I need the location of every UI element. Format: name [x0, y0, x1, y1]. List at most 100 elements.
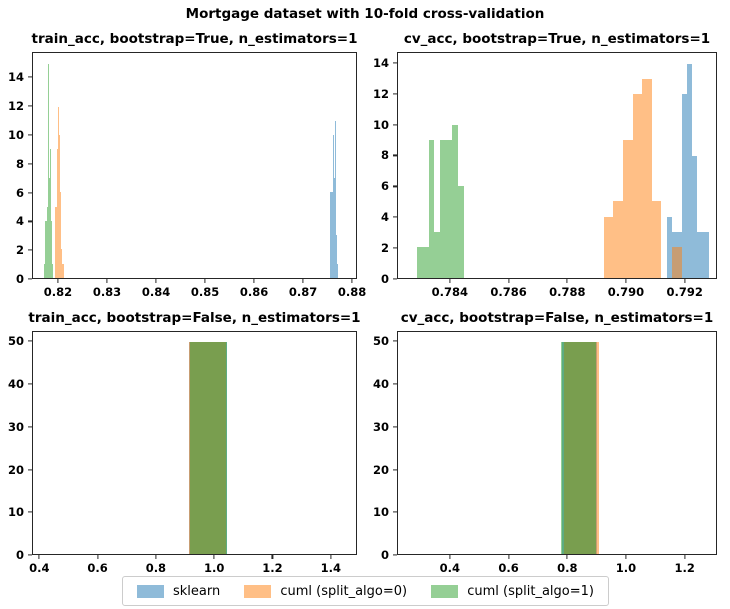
figure-title: Mortgage dataset with 10-fold cross-vali…	[185, 6, 545, 22]
y-tick-mark	[28, 554, 32, 556]
histogram-bar-sklearn	[329, 192, 331, 278]
x-tick-mark	[351, 279, 353, 283]
histogram-bar-sklearn	[692, 155, 698, 278]
x-tick-mark	[96, 555, 99, 559]
cuml-split-algo-0-color-swatch	[244, 584, 272, 598]
y-tick-mark	[28, 468, 32, 471]
histogram-bar-cuml-split-algo-1-	[51, 263, 53, 278]
subplot-title: cv_acc, bootstrap=False, n_estimators=1	[400, 310, 714, 326]
histogram-bar-cuml-split-algo-1-	[561, 342, 597, 554]
y-tick-label: 8	[380, 148, 389, 163]
x-tick-label: 0.790	[607, 285, 645, 299]
histogram-bar-cuml-split-algo-0-	[60, 249, 62, 278]
plot-area	[397, 331, 717, 555]
histogram-bar-cuml-split-algo-0-	[56, 149, 58, 278]
y-tick-mark	[28, 278, 32, 280]
histogram-bar-cuml-split-algo-0-	[54, 206, 56, 278]
x-tick-label: 0.4	[439, 561, 461, 575]
histogram-bar-cuml-split-algo-1-	[440, 140, 447, 278]
x-tick-label: 0.8	[557, 561, 578, 575]
y-tick-label: 10	[372, 505, 389, 520]
x-tick-label: 0.84	[141, 285, 171, 299]
plot-area	[32, 331, 357, 555]
y-tick-label: 6	[15, 185, 24, 200]
histogram-bar-cuml-split-algo-1-	[190, 342, 228, 554]
y-tick-label: 0	[380, 548, 389, 562]
x-tick-mark	[106, 279, 108, 283]
histogram-bar-sklearn	[331, 192, 333, 278]
subplot-train-acc-bootstrap-true: train_acc, bootstrap=True, n_estimators=…	[8, 31, 366, 299]
histogram-bar-sklearn	[335, 235, 337, 278]
x-tick-mark	[330, 555, 332, 559]
histogram-bar-cuml-split-algo-1-	[49, 149, 51, 278]
y-tick-label: 12	[372, 86, 389, 101]
histogram-bar-cuml-split-algo-1-	[451, 124, 458, 278]
y-tick-mark	[393, 278, 397, 280]
x-tick-label: 0.6	[87, 561, 108, 575]
x-tick-mark	[566, 555, 568, 559]
x-tick-label: 0.87	[288, 285, 318, 299]
histogram-bar-sklearn	[687, 63, 693, 278]
histogram-bar-cuml-split-algo-0-	[651, 201, 662, 278]
legend-item-cuml-split-algo-0: cuml (split_algo=0)	[244, 584, 407, 599]
y-tick-label: 0	[15, 272, 24, 286]
y-tick-mark	[28, 220, 32, 222]
histogram-bar-sklearn	[333, 178, 335, 278]
histogram-bar-cuml-split-algo-0-	[58, 135, 60, 278]
y-tick-label: 8	[15, 156, 24, 171]
y-tick-mark	[28, 383, 32, 385]
histogram-bar-cuml-split-algo-0-	[632, 94, 643, 278]
y-tick-label: 0	[15, 548, 24, 562]
y-tick-mark	[393, 383, 397, 385]
x-tick-label: 0.86	[239, 285, 269, 299]
y-tick-mark	[28, 163, 32, 165]
x-tick-mark	[271, 555, 274, 559]
x-tick-mark	[449, 279, 451, 283]
y-tick-mark	[393, 511, 397, 513]
sklearn-color-swatch	[137, 584, 164, 598]
x-tick-label: 1.0	[615, 561, 637, 575]
histogram-bar-cuml-split-algo-0-	[672, 247, 683, 278]
subplot-cv-acc-bootstrap-false: cv_acc, bootstrap=False, n_estimators=1 …	[373, 310, 717, 575]
histogram-bar-sklearn	[334, 120, 336, 278]
histogram-bar-sklearn	[332, 135, 334, 278]
y-tick-label: 2	[380, 241, 389, 256]
y-tick-mark	[28, 340, 32, 342]
histogram-bar-cuml-split-algo-1-	[434, 232, 441, 278]
x-tick-mark	[155, 555, 157, 559]
y-tick-mark	[393, 154, 397, 157]
x-tick-mark	[204, 279, 206, 283]
y-tick-label: 4	[380, 210, 389, 225]
x-tick-mark	[625, 555, 627, 559]
histogram-bar-cuml-split-algo-1-	[457, 186, 464, 278]
y-tick-mark	[393, 62, 397, 64]
histogram-bar-cuml-split-algo-1-	[48, 178, 50, 278]
x-tick-mark	[57, 279, 59, 283]
plot-area	[397, 52, 717, 279]
histogram-bar-cuml-split-algo-1-	[46, 206, 48, 278]
y-tick-mark	[393, 468, 397, 471]
legend: sklearn cuml (split_algo=0) cuml (split_…	[122, 576, 609, 606]
y-tick-label: 4	[15, 214, 24, 229]
y-tick-label: 10	[7, 127, 24, 142]
y-tick-mark	[393, 340, 397, 342]
x-tick-label: 1.4	[320, 561, 341, 575]
histogram-bar-cuml-split-algo-0-	[613, 201, 623, 278]
x-tick-mark	[38, 555, 40, 559]
y-tick-label: 10	[372, 117, 389, 132]
x-tick-label: 0.786	[490, 285, 527, 299]
subplot-title: train_acc, bootstrap=False, n_estimators…	[28, 310, 361, 326]
histogram-bar-sklearn	[682, 94, 688, 278]
plot-area	[32, 52, 357, 279]
y-tick-mark	[393, 554, 397, 556]
y-tick-mark	[393, 247, 397, 249]
x-tick-label: 0.88	[337, 285, 367, 299]
y-tick-label: 14	[372, 55, 389, 70]
y-tick-mark	[393, 93, 397, 95]
histogram-bar-cuml-split-algo-1-	[47, 63, 49, 278]
x-tick-mark	[253, 279, 255, 283]
y-tick-label: 10	[7, 505, 24, 520]
x-tick-mark	[507, 279, 510, 283]
x-tick-label: 0.4	[29, 561, 50, 575]
